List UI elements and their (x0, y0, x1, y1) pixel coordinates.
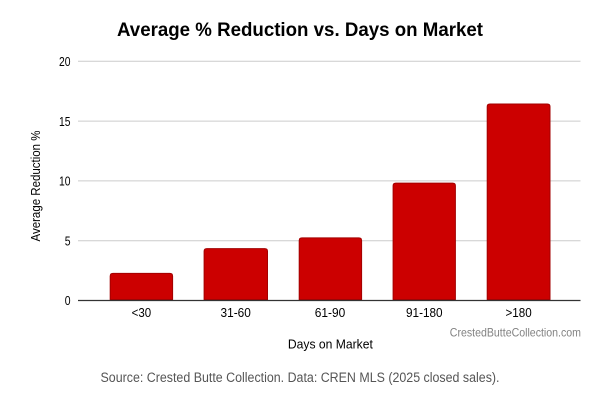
svg-text:61-90: 61-90 (315, 305, 346, 320)
svg-text:20: 20 (59, 54, 71, 69)
svg-text:5: 5 (65, 233, 71, 248)
svg-text:Days on Market: Days on Market (288, 337, 373, 352)
svg-text:10: 10 (59, 174, 71, 189)
svg-text:Source: Crested Butte Collecti: Source: Crested Butte Collection. Data: … (101, 370, 500, 385)
svg-text:<30: <30 (132, 305, 152, 320)
svg-text:CrestedButteCollection.com: CrestedButteCollection.com (450, 325, 581, 339)
svg-text:15: 15 (59, 114, 71, 129)
svg-text:Average Reduction %: Average Reduction % (28, 130, 43, 241)
svg-text:91-180: 91-180 (406, 305, 443, 320)
svg-text:0: 0 (65, 293, 71, 308)
svg-text:31-60: 31-60 (221, 305, 251, 320)
svg-text:Average % Reduction vs. Days o: Average % Reduction vs. Days on Market (117, 20, 484, 41)
svg-text:>180: >180 (506, 305, 532, 320)
